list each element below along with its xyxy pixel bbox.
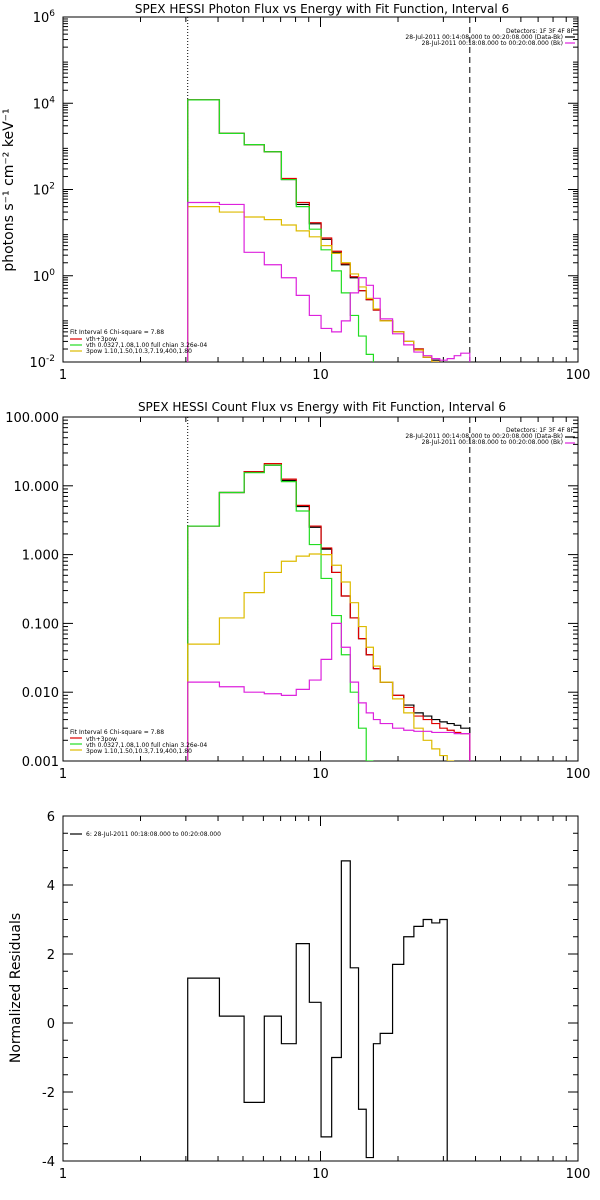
y-tick-label: 100	[33, 268, 56, 285]
x-tick-label: 1	[59, 1167, 67, 1182]
y-tick-label: 104	[33, 95, 56, 112]
y-tick-label: 0.001	[22, 755, 59, 770]
residuals-series	[187, 860, 448, 1161]
legend-label-thermal: vth 0.0327,1.08,1.00 full chian 3.26e-04	[86, 342, 207, 349]
background-time-label: 28-Jul-2011 00:18:08.000 to 00:20:08.000…	[422, 40, 563, 47]
y-tick-label: 0.100	[22, 617, 59, 632]
legend-label-powerlaw: 3pow 1.10,1.50,10.3,7.19,400,1.80	[86, 348, 192, 355]
y-tick-label: 10.000	[14, 480, 60, 495]
photon-flux-y-ticks: 10-2 100 102 104 106	[29, 9, 578, 371]
data-time-label: 28-Jul-2011 00:14:08.000 to 00:20:08.000…	[405, 34, 563, 41]
fit-interval-label: Fit Interval 6 Chi-square = 7.88	[70, 729, 164, 736]
count-flux-legend: Fit Interval 6 Chi-square = 7.88 vth+3po…	[70, 729, 207, 755]
x-tick-label: 100	[566, 368, 591, 383]
legend-label-total: vth+3pow	[86, 336, 117, 343]
x-tick-label: 100	[566, 1167, 591, 1182]
x-tick-label: 10	[312, 368, 329, 383]
count-flux-header: Detectors: 1F 3F 4F 8F 28-Jul-2011 00:14…	[405, 427, 575, 446]
series-line-4	[187, 201, 471, 362]
x-tick-label: 100	[566, 767, 591, 782]
legend-label-powerlaw: 3pow 1.10,1.50,10.3,7.19,400,1.80	[86, 748, 192, 755]
x-tick-label: 10	[312, 1167, 329, 1182]
count-flux-title: SPEX HESSI Count Flux vs Energy with Fit…	[138, 400, 506, 414]
count-flux-y-ticks: 0.001 0.010 0.100 1.000 10.000 100.000	[5, 411, 578, 770]
residuals-interval-label: 6: 28-Jul-2011 00:18:08.000 to 00:20:08.…	[86, 831, 221, 838]
photon-flux-legend: Fit Interval 6 Chi-square = 7.88 vth+3po…	[70, 329, 207, 355]
series-line-3	[187, 553, 455, 761]
series-line-2	[187, 464, 374, 761]
x-tick-label: 1	[59, 368, 67, 383]
count-flux-fit-bounds	[187, 417, 471, 761]
photon-flux-fit-bounds	[187, 17, 471, 362]
y-tick-label: -4	[42, 1155, 55, 1170]
photon-flux-plot-frame	[62, 16, 579, 363]
residuals-legend: 6: 28-Jul-2011 00:18:08.000 to 00:20:08.…	[70, 831, 221, 838]
background-time-label: 28-Jul-2011 00:18:08.000 to 00:20:08.000…	[422, 439, 563, 446]
y-tick-label: 2	[47, 948, 55, 963]
detectors-label: Detectors: 1F 3F 4F 8F	[506, 28, 575, 35]
series-line-0	[187, 860, 448, 1161]
y-tick-label: 100.000	[5, 411, 59, 426]
data-time-label: 28-Jul-2011 00:14:08.000 to 00:20:08.000…	[405, 433, 563, 440]
y-tick-label: 10-2	[29, 354, 55, 371]
series-line-3	[187, 206, 462, 362]
count-flux-plot-frame	[62, 416, 579, 762]
photon-flux-panel: SPEX HESSI Photon Flux vs Energy with Fi…	[1, 2, 590, 383]
y-tick-label: -2	[42, 1086, 55, 1101]
count-flux-series	[187, 463, 471, 761]
legend-label-total: vth+3pow	[86, 736, 117, 743]
photon-flux-x-ticks: 1 10 100	[59, 17, 591, 383]
detectors-label: Detectors: 1F 3F 4F 8F	[506, 427, 575, 434]
series-line-0	[187, 99, 471, 362]
series-line-2	[187, 99, 405, 362]
y-tick-label: 1.000	[22, 549, 59, 564]
series-line-4	[187, 622, 471, 761]
photon-flux-series	[187, 99, 471, 362]
series-line-1	[187, 99, 471, 362]
x-tick-label: 1	[59, 767, 67, 782]
y-tick-label: 102	[33, 182, 55, 199]
x-tick-label: 10	[312, 767, 329, 782]
series-line-0	[187, 464, 471, 761]
fit-interval-label: Fit Interval 6 Chi-square = 7.88	[70, 329, 164, 336]
photon-flux-title: SPEX HESSI Photon Flux vs Energy with Fi…	[135, 2, 509, 16]
y-tick-label: 4	[47, 879, 55, 894]
count-flux-x-ticks: 1 10 100	[59, 417, 591, 782]
photon-flux-y-axis-label: photons s⁻¹ cm⁻² keV⁻¹	[1, 108, 17, 271]
y-tick-label: 0.010	[22, 686, 59, 701]
residuals-y-ticks: -4 -2 0 2 4 6	[42, 810, 578, 1170]
y-tick-label: 106	[33, 9, 56, 26]
residuals-x-ticks: 1 10 100	[59, 816, 591, 1182]
y-tick-label: 6	[47, 810, 55, 825]
count-flux-panel: SPEX HESSI Count Flux vs Energy with Fit…	[5, 400, 590, 782]
residuals-y-axis-label: Normalized Residuals	[8, 913, 24, 1063]
y-tick-label: 0	[47, 1017, 55, 1032]
legend-label-thermal: vth 0.0327,1.08,1.00 full chian 3.26e-04	[86, 742, 207, 749]
residuals-panel: Normalized Residuals -4 -2 0 2 4 6 1 10 100 6: …	[8, 810, 590, 1182]
photon-flux-header: Detectors: 1F 3F 4F 8F 28-Jul-2011 00:14…	[405, 28, 575, 47]
